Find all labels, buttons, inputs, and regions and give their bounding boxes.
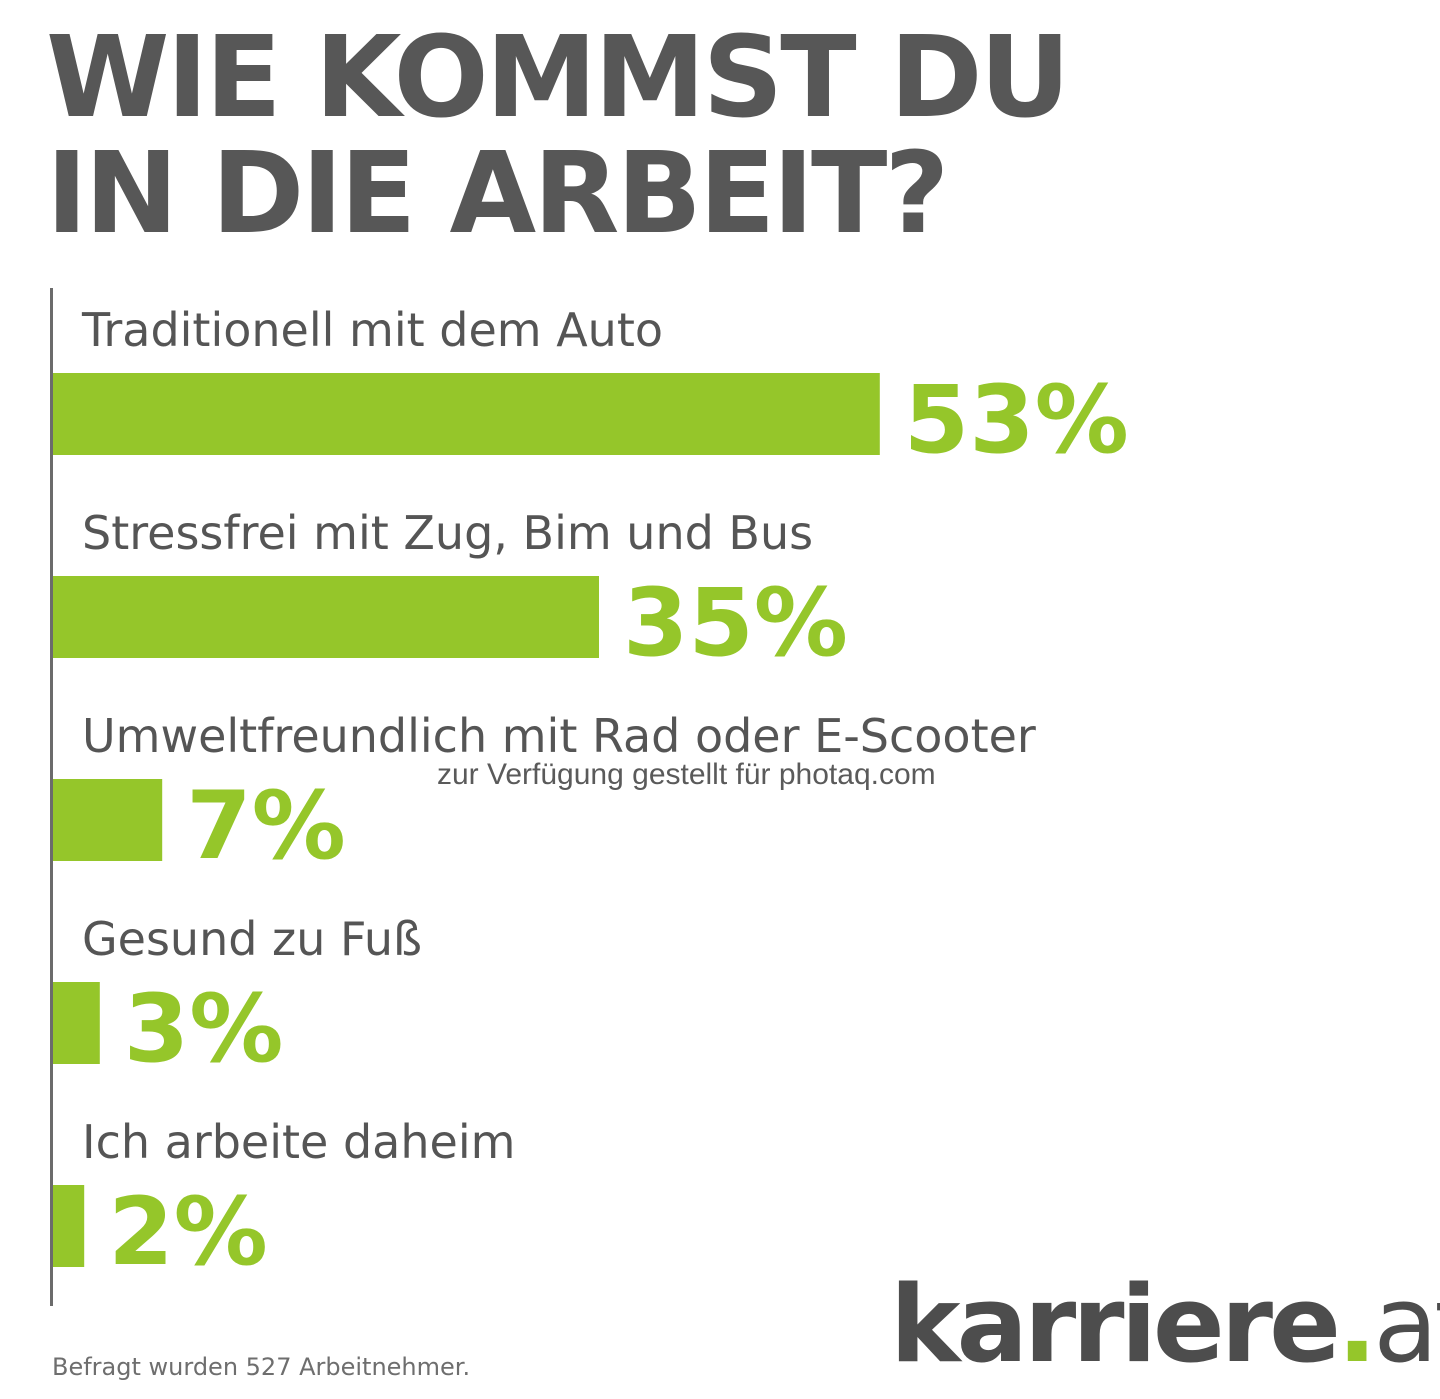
category-label: Gesund zu Fuß bbox=[82, 912, 422, 966]
bar bbox=[53, 373, 880, 455]
survey-footnote: Befragt wurden 527 Arbeitnehmer. bbox=[52, 1353, 471, 1381]
bar bbox=[53, 779, 163, 861]
bar bbox=[53, 982, 100, 1064]
karriere-logo: karriere.at bbox=[890, 1272, 1440, 1378]
page-title-line-1: WIE KOMMST DU bbox=[46, 13, 1071, 143]
bar bbox=[53, 1185, 85, 1267]
value-label: 7% bbox=[186, 772, 346, 881]
value-label: 53% bbox=[904, 366, 1129, 475]
bar bbox=[53, 576, 599, 658]
category-label: Stressfrei mit Zug, Bim und Bus bbox=[82, 506, 813, 560]
logo-tld-text: at bbox=[1373, 1263, 1440, 1386]
logo-main-text: karriere bbox=[890, 1263, 1341, 1386]
value-label: 2% bbox=[108, 1178, 268, 1287]
chart-axis-line bbox=[50, 288, 53, 1306]
watermark-text: zur Verfügung gestellt für photaq.com bbox=[437, 758, 936, 791]
page-title-line-2: IN DIE ARBEIT? bbox=[46, 129, 949, 259]
category-label: Ich arbeite daheim bbox=[82, 1115, 515, 1169]
logo-dot: . bbox=[1336, 1263, 1377, 1386]
value-label: 35% bbox=[623, 569, 848, 678]
category-label: Traditionell mit dem Auto bbox=[81, 303, 663, 357]
category-label: Umweltfreundlich mit Rad oder E-Scooter bbox=[82, 709, 1036, 763]
value-label: 3% bbox=[124, 975, 284, 1084]
